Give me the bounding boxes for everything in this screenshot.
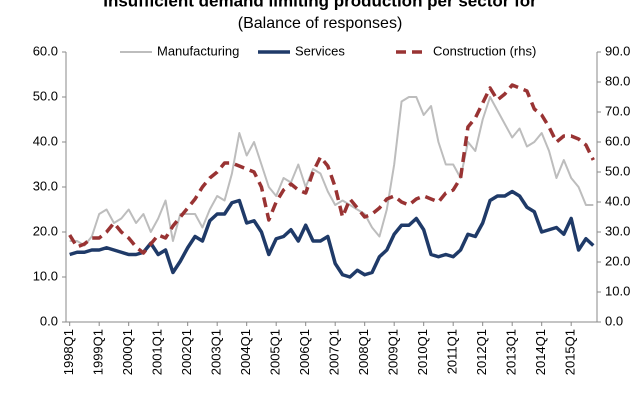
y-tick-label: 0.0 xyxy=(40,313,58,328)
y2-tick-label: 80.0 xyxy=(605,73,630,88)
x-tick-label: 2007Q1 xyxy=(327,329,342,375)
x-tick-label: 1998Q1 xyxy=(61,329,76,375)
y-tick-label: 40.0 xyxy=(33,133,58,148)
series-line xyxy=(69,96,594,247)
legend-label: Services xyxy=(295,43,345,58)
x-tick-label: 2004Q1 xyxy=(238,329,253,375)
y2-tick-label: 40.0 xyxy=(605,193,630,208)
y-tick-label: 20.0 xyxy=(33,223,58,238)
x-tick-label: 2010Q1 xyxy=(415,329,430,375)
x-tick-label: 2013Q1 xyxy=(504,329,519,375)
y2-tick-label: 20.0 xyxy=(605,253,630,268)
y2-tick-label: 90.0 xyxy=(605,43,630,58)
x-tick-label: 2008Q1 xyxy=(356,329,371,375)
y2-tick-label: 70.0 xyxy=(605,103,630,118)
x-tick-label: 2011Q1 xyxy=(445,329,460,374)
chart-subtitle: (Balance of responses) xyxy=(238,15,403,32)
legend-label: Manufacturing xyxy=(157,43,239,58)
x-tick-label: 1999Q1 xyxy=(91,329,106,375)
legend-label: Construction (rhs) xyxy=(433,43,536,58)
x-tick-label: 2005Q1 xyxy=(268,329,283,375)
y2-tick-label: 30.0 xyxy=(605,223,630,238)
x-tick-label: 2002Q1 xyxy=(179,329,194,375)
chart-title: Insufficient demand limiting production … xyxy=(103,0,537,10)
x-tick-label: 2012Q1 xyxy=(474,329,489,375)
x-tick-label: 2003Q1 xyxy=(209,329,224,375)
y-tick-label: 50.0 xyxy=(33,88,58,103)
x-tick-label: 2000Q1 xyxy=(120,329,135,375)
y2-tick-label: 50.0 xyxy=(605,163,630,178)
x-tick-label: 2001Q1 xyxy=(150,329,165,375)
y2-tick-label: 60.0 xyxy=(605,133,630,148)
y2-tick-label: 10.0 xyxy=(605,283,630,298)
y-tick-label: 10.0 xyxy=(33,268,58,283)
series-line xyxy=(68,83,595,255)
y-tick-label: 60.0 xyxy=(33,43,58,58)
x-tick-label: 2014Q1 xyxy=(533,329,548,375)
y-tick-label: 30.0 xyxy=(33,178,58,193)
series-line xyxy=(69,189,595,279)
y2-tick-label: 0.0 xyxy=(605,313,623,328)
x-tick-label: 2006Q1 xyxy=(297,329,312,375)
x-tick-label: 2015Q1 xyxy=(563,329,578,375)
x-tick-label: 2009Q1 xyxy=(386,329,401,375)
